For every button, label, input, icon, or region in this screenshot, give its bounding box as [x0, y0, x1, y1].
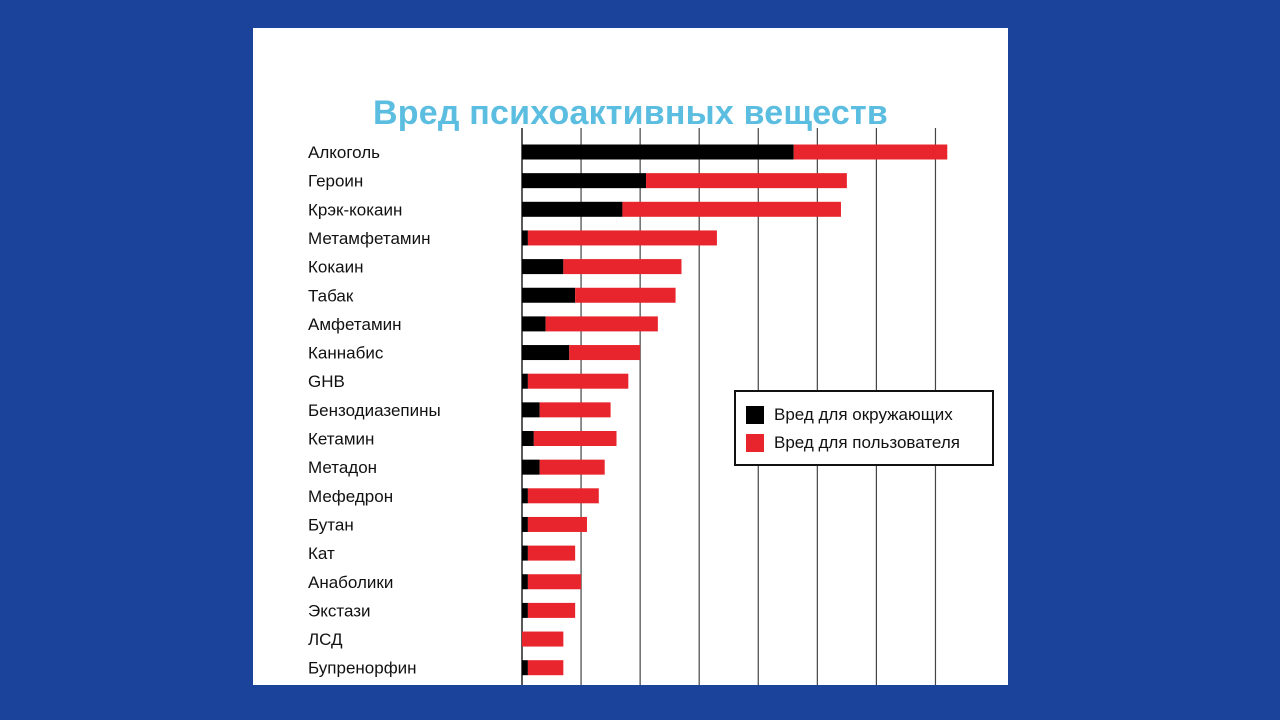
bar-segment-others: [522, 545, 528, 561]
bar-segment-others: [522, 230, 528, 246]
bar-segment-user: [622, 201, 841, 217]
chart-svg: Алкоголь Героин Крэк-кокаин Метамфетамин Кок…: [308, 128, 948, 685]
category-label: Бензодиазепины: [308, 401, 441, 420]
bar-segment-others: [522, 173, 647, 189]
bar-segment-user: [527, 660, 564, 676]
bar-segment-others: [522, 660, 528, 676]
bar-segment-user: [563, 259, 682, 275]
bar-segment-others: [522, 431, 534, 446]
bar-segment-others: [522, 488, 528, 504]
bar-segment-user: [575, 287, 676, 303]
legend-label-others: Вред для окружающих: [774, 405, 953, 424]
bar-segment-others: [522, 259, 564, 275]
chart-title: Вред психоактивных веществ: [373, 94, 888, 132]
bar-segment-user: [527, 602, 576, 618]
bar-segment-user: [539, 459, 605, 475]
category-label: Мефедрон: [308, 487, 393, 506]
category-label: Метамфетамин: [308, 229, 430, 248]
bar-segment-others: [522, 602, 528, 618]
bar-segment-user: [527, 373, 629, 389]
bar-segment-user: [793, 144, 948, 160]
category-label: ЛСД: [308, 630, 343, 649]
category-label: Бупренорфин: [308, 659, 417, 678]
bar-segment-others: [522, 316, 546, 332]
bar-segment-others: [522, 574, 528, 590]
bar-segment-user: [527, 516, 587, 532]
legend-item-others: Вред для окружающих: [746, 404, 953, 426]
bar-segment-others: [522, 144, 794, 160]
category-label: Экстази: [308, 601, 371, 620]
chart-panel: Вред психоактивных веществ Алкоголь Герои…: [253, 28, 1008, 685]
bar-segment-user: [527, 545, 576, 561]
category-label: Анаболики: [308, 573, 393, 592]
bar-segment-user: [527, 488, 599, 504]
category-label: Алкоголь: [308, 143, 380, 162]
bar-segment-others: [522, 201, 623, 217]
bar-segment-others: [522, 402, 540, 418]
category-label: Табак: [308, 286, 354, 305]
bar-segment-user: [533, 431, 617, 446]
bar-segment-user: [545, 316, 658, 332]
category-label: Героин: [308, 172, 363, 191]
category-label: Кетамин: [308, 430, 374, 449]
category-label: Кат: [308, 544, 335, 563]
category-label: Кокаин: [308, 258, 364, 277]
chart-legend: Вред для окружающих Вред для пользовател…: [734, 390, 994, 466]
bar-segment-others: [522, 345, 570, 361]
legend-swatch-others: [746, 406, 764, 424]
category-label: Метадон: [308, 458, 377, 477]
category-label: Бутан: [308, 515, 354, 534]
category-label: GHB: [308, 372, 345, 391]
bar-segment-user: [539, 402, 611, 418]
bar-segment-others: [522, 459, 540, 475]
category-label: Амфетамин: [308, 315, 402, 334]
bar-segment-others: [522, 516, 528, 532]
category-label: Крэк-кокаин: [308, 200, 402, 219]
bar-segment-user: [527, 574, 582, 590]
bar-segment-others: [522, 287, 576, 303]
bar-segment-user: [569, 345, 641, 361]
bar-segment-user: [522, 631, 564, 647]
legend-label-user: Вред для пользователя: [774, 433, 960, 452]
legend-item-user: Вред для пользователя: [746, 432, 960, 454]
category-label: Каннабис: [308, 344, 384, 363]
legend-swatch-user: [746, 434, 764, 452]
bar-segment-user: [527, 230, 717, 246]
bar-segment-others: [522, 373, 528, 389]
bar-segment-user: [646, 173, 847, 189]
